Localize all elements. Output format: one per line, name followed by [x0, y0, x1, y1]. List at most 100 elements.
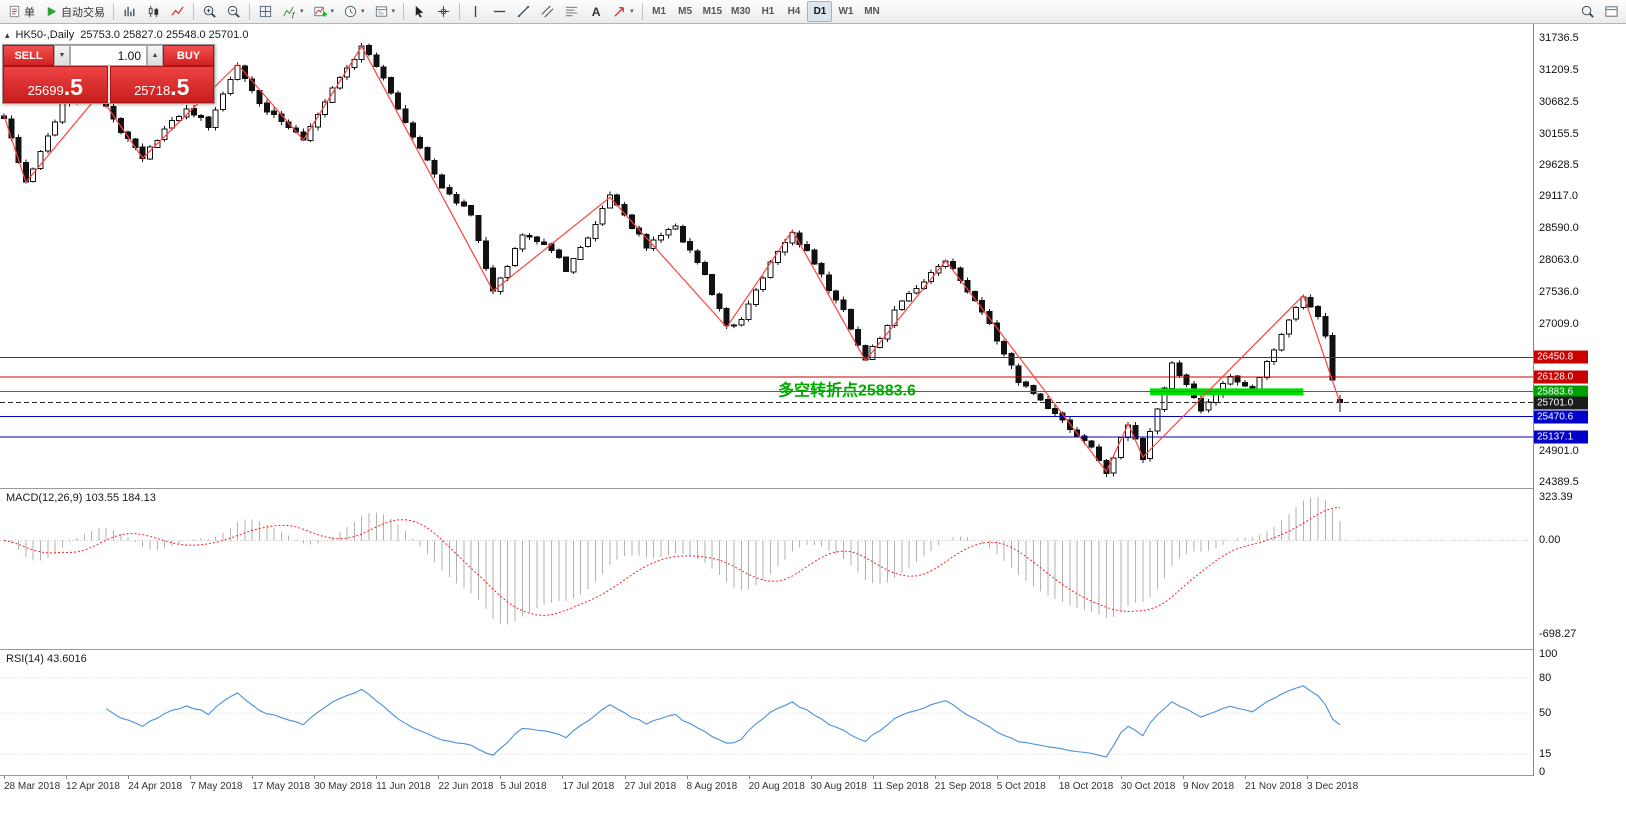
buy-price-display[interactable]: 25718 .5	[109, 66, 214, 103]
search-icon	[1581, 5, 1594, 18]
toolbar-separator	[113, 3, 114, 20]
time-axis-label: 28 Mar 2018	[4, 781, 61, 792]
dropdown-caret-icon: ▾	[630, 8, 634, 15]
rsi-axis-label: 80	[1539, 671, 1552, 684]
horizontal-line-button[interactable]	[488, 1, 511, 22]
zoom-in-button[interactable]	[198, 1, 221, 22]
timeframe-m15-button[interactable]: M15	[702, 6, 723, 17]
panel-divider[interactable]	[0, 775, 1626, 776]
grid-icon	[259, 5, 272, 18]
timeframe-m30-button[interactable]: M30	[731, 6, 751, 17]
time-axis-tick	[376, 776, 378, 779]
horizontal-line-icon	[493, 10, 506, 13]
indicators-button[interactable]: ƒ ▾	[278, 1, 308, 22]
macd-axis-label: 0.00	[1539, 534, 1561, 547]
timeframe-m1-button[interactable]: M1	[652, 6, 667, 17]
time-axis-label: 17 Jul 2018	[562, 781, 615, 792]
time-axis-tick	[190, 776, 192, 779]
price-level-badge: 26128.0	[1534, 370, 1588, 384]
sell-price-display[interactable]: 25699 .5	[3, 66, 108, 103]
dropdown-caret-icon: ▾	[391, 8, 396, 15]
volume-dropdown-button[interactable]: ▼	[54, 45, 70, 66]
rsi-axis-label: 100	[1539, 648, 1558, 660]
periods-button[interactable]: ▾	[339, 1, 369, 22]
text-button[interactable]: A	[584, 1, 607, 22]
tile-windows-button[interactable]	[254, 1, 277, 22]
templates-button[interactable]: ▾	[370, 1, 400, 22]
sell-button[interactable]: SELL	[3, 45, 54, 66]
price-axis: 31736.5 31209.5 30682.5 30155.5 29628.5 29117…	[1533, 24, 1626, 778]
data-window-button[interactable]	[1600, 1, 1623, 22]
new-order-button-label: 单	[24, 6, 35, 19]
timeframe-mn-button[interactable]: MN	[864, 6, 880, 17]
search-button[interactable]	[1576, 1, 1599, 22]
time-axis-tick	[748, 776, 750, 779]
time-axis-label: 27 Jul 2018	[624, 781, 677, 792]
sell-price-frac: .5	[63, 74, 83, 101]
time-axis-tick	[252, 776, 254, 779]
template-icon	[375, 6, 387, 17]
zoom-in-icon	[203, 5, 216, 18]
bar-chart-button[interactable]	[118, 1, 141, 22]
new-order-icon	[9, 5, 20, 18]
panel-divider[interactable]	[0, 488, 1626, 489]
macd-axis-label: -698.27	[1539, 628, 1577, 640]
autotrading-button[interactable]: 自动交易	[40, 1, 109, 22]
time-axis-tick	[996, 776, 998, 779]
price-axis-label: 31209.5	[1539, 63, 1579, 76]
arrows-button[interactable]: ▾	[608, 1, 638, 22]
vertical-line-button[interactable]	[464, 1, 487, 22]
chevron-up-icon: ▲	[151, 52, 159, 59]
time-axis-label: 21 Sep 2018	[934, 781, 992, 792]
text-icon: A	[592, 5, 601, 19]
toolbar-separator	[403, 3, 405, 20]
timeframe-w1-button[interactable]: W1	[838, 6, 854, 17]
volume-input[interactable]: 1.00	[70, 45, 147, 66]
volume-up-button[interactable]: ▲	[147, 45, 163, 66]
oneclick-collapse-icon[interactable]: ▴	[5, 29, 10, 40]
price-level-badge: 25470.6	[1534, 410, 1588, 424]
time-axis-label: 30 Oct 2018	[1120, 781, 1176, 792]
rsi-axis-label: 0	[1539, 766, 1546, 778]
time-axis-tick	[872, 776, 874, 779]
new-chart-button[interactable]: ▾	[309, 1, 339, 22]
buy-button[interactable]: BUY	[163, 45, 214, 66]
new-order-button[interactable]: 单	[3, 1, 39, 22]
zoom-out-button[interactable]	[222, 1, 245, 22]
time-axis-tick	[810, 776, 812, 779]
time-axis-tick	[934, 776, 936, 779]
zoom-out-icon	[227, 5, 240, 18]
line-chart-button[interactable]	[166, 1, 189, 22]
timeframe-m5-button[interactable]: M5	[678, 6, 693, 17]
time-axis-tick	[1245, 776, 1246, 779]
timeframe-d1-button[interactable]: D1	[807, 1, 833, 22]
equidistant-channel-button[interactable]	[536, 1, 559, 22]
price-axis-label: 28590.0	[1539, 222, 1579, 235]
price-chart[interactable]: 多空转折点25883.6	[0, 24, 1533, 488]
buy-price-main: 25718	[134, 82, 171, 98]
cursor-button[interactable]	[408, 1, 431, 22]
line-chart-icon	[171, 6, 184, 16]
time-axis-label: 5 Oct 2018	[996, 781, 1046, 792]
play-icon	[47, 6, 57, 17]
trendline-button[interactable]	[512, 1, 535, 22]
turning-point-annotation[interactable]: 多空转折点25883.6	[778, 381, 916, 400]
price-level-badge: 26450.8	[1534, 350, 1588, 364]
time-axis-tick	[438, 776, 440, 779]
cursor-icon	[415, 5, 424, 18]
price-axis-label: 28063.0	[1539, 253, 1579, 266]
timeframe-h4-button[interactable]: H4	[787, 6, 801, 17]
candlestick-chart-button[interactable]	[142, 1, 165, 22]
rsi-panel[interactable]	[0, 650, 1533, 775]
time-axis-tick	[686, 776, 688, 779]
fibonacci-button[interactable]	[560, 1, 583, 22]
timeframe-h1-button[interactable]: H1	[761, 6, 775, 17]
time-axis-label: 5 Jul 2018	[500, 781, 547, 792]
one-click-trading-panel: SELL ▼ 1.00 ▲ BUY 25699 .5 25718 .5	[2, 44, 215, 104]
macd-panel[interactable]	[0, 489, 1533, 649]
svg-text:ƒ: ƒ	[291, 10, 295, 19]
crosshair-button[interactable]	[432, 1, 455, 22]
toolbar-separator	[459, 3, 461, 20]
price-level-badge: 25701.0	[1534, 396, 1588, 410]
panel-divider[interactable]	[0, 649, 1626, 650]
